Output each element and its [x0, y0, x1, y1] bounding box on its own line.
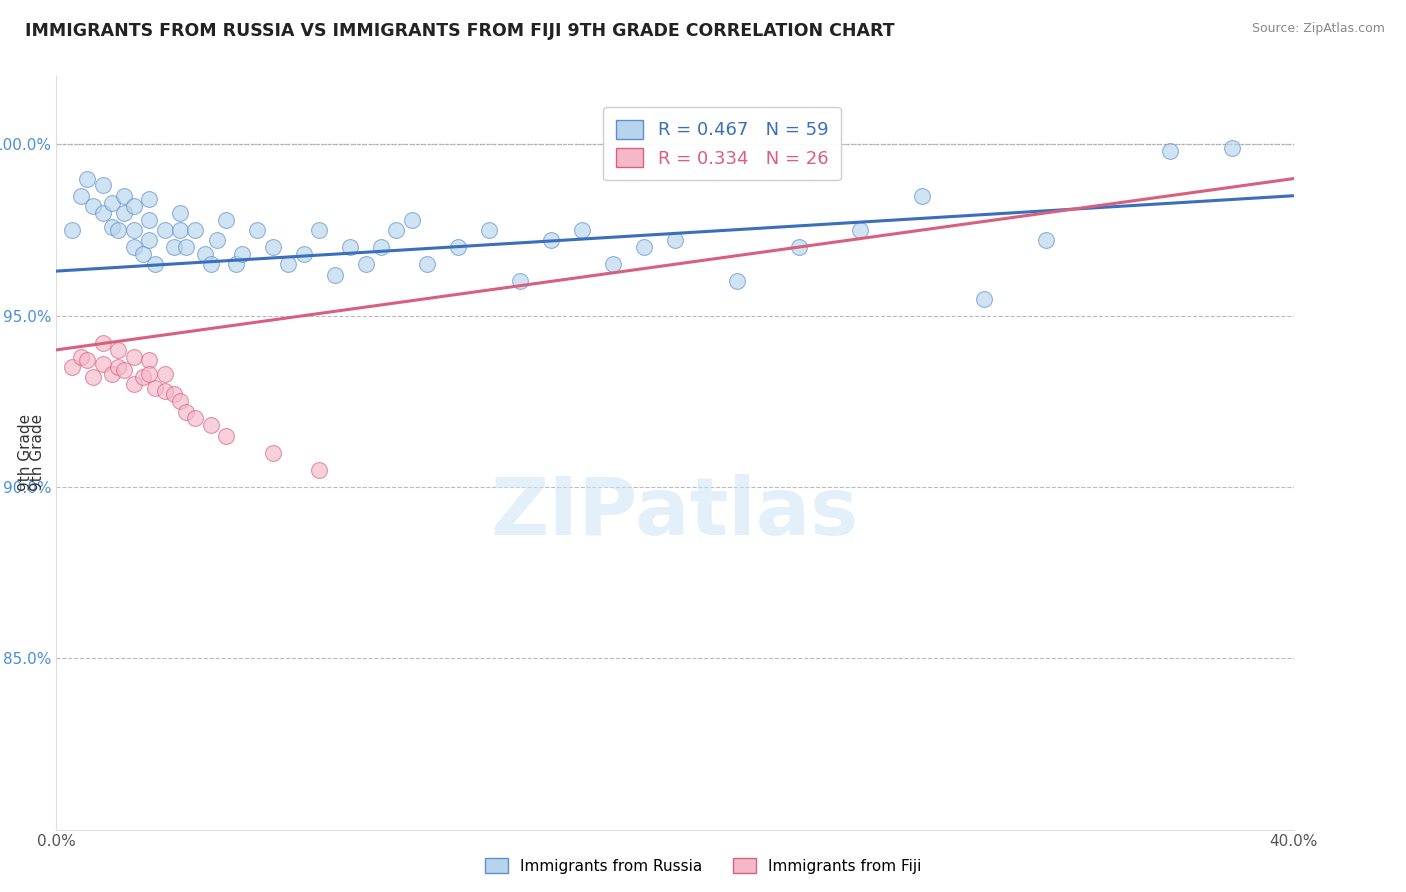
Point	[262, 445, 284, 459]
Text: Source: ZipAtlas.com: Source: ZipAtlas.com	[1251, 22, 1385, 36]
Text: IMMIGRANTS FROM RUSSIA VS IMMIGRANTS FROM FIJI 9TH GRADE CORRELATION CHART: IMMIGRANTS FROM RUSSIA VS IMMIGRANTS FRO…	[25, 22, 896, 40]
Point	[138, 367, 160, 381]
Point	[138, 353, 160, 368]
Point	[215, 212, 238, 227]
Text: 9th Grade: 9th Grade	[18, 414, 32, 491]
Point	[602, 257, 624, 271]
Point	[401, 212, 423, 227]
Point	[122, 223, 145, 237]
Point	[200, 257, 222, 271]
Point	[107, 359, 129, 374]
Point	[107, 223, 129, 237]
Point	[262, 240, 284, 254]
Point	[70, 350, 93, 364]
Point	[112, 188, 135, 202]
Point	[91, 336, 114, 351]
Point	[91, 206, 114, 220]
Point	[194, 247, 217, 261]
Point	[138, 192, 160, 206]
Point	[231, 247, 253, 261]
Point	[849, 223, 872, 237]
Point	[122, 377, 145, 392]
Point	[509, 274, 531, 288]
Point	[82, 199, 104, 213]
Point	[163, 240, 186, 254]
Point	[153, 367, 176, 381]
Point	[478, 223, 501, 237]
Point	[101, 219, 124, 234]
Point	[91, 357, 114, 371]
Point	[277, 257, 299, 271]
Point	[91, 178, 114, 193]
Point	[169, 394, 191, 409]
Point	[447, 240, 470, 254]
Point	[308, 463, 330, 477]
Point	[107, 343, 129, 357]
Point	[70, 188, 93, 202]
Point	[143, 381, 166, 395]
Point	[184, 411, 207, 425]
Point	[82, 370, 104, 384]
Point	[1035, 233, 1057, 247]
Point	[143, 257, 166, 271]
Text: ZIPatlas: ZIPatlas	[491, 474, 859, 552]
Point	[370, 240, 392, 254]
Point	[385, 223, 408, 237]
Point	[308, 223, 330, 237]
Point	[1220, 141, 1243, 155]
Point	[60, 223, 83, 237]
Point	[323, 268, 346, 282]
Point	[101, 367, 124, 381]
Point	[112, 363, 135, 377]
Point	[664, 233, 686, 247]
Point	[200, 418, 222, 433]
Point	[292, 247, 315, 261]
Point	[122, 199, 145, 213]
Point	[122, 240, 145, 254]
Point	[225, 257, 247, 271]
Point	[76, 171, 98, 186]
Point	[246, 223, 269, 237]
Point	[60, 359, 83, 374]
Point	[787, 240, 810, 254]
Point	[215, 428, 238, 442]
Point	[132, 370, 155, 384]
Point	[76, 353, 98, 368]
Point	[354, 257, 377, 271]
Point	[138, 212, 160, 227]
Point	[416, 257, 439, 271]
Point	[153, 384, 176, 398]
Point	[973, 292, 995, 306]
Point	[911, 188, 934, 202]
Point	[132, 247, 155, 261]
Point	[205, 233, 228, 247]
Point	[101, 195, 124, 210]
Point	[112, 206, 135, 220]
Point	[184, 223, 207, 237]
Point	[122, 350, 145, 364]
Point	[169, 223, 191, 237]
Legend: R = 0.467   N = 59, R = 0.334   N = 26: R = 0.467 N = 59, R = 0.334 N = 26	[603, 107, 841, 180]
Point	[169, 206, 191, 220]
Point	[138, 233, 160, 247]
Legend: Immigrants from Russia, Immigrants from Fiji: Immigrants from Russia, Immigrants from …	[478, 852, 928, 880]
Point	[540, 233, 562, 247]
Point	[571, 223, 593, 237]
Point	[174, 240, 197, 254]
Point	[1159, 144, 1181, 158]
Y-axis label: 9th Grade: 9th Grade	[30, 414, 45, 491]
Point	[153, 223, 176, 237]
Point	[339, 240, 361, 254]
Point	[725, 274, 748, 288]
Point	[174, 404, 197, 418]
Point	[633, 240, 655, 254]
Point	[163, 387, 186, 401]
